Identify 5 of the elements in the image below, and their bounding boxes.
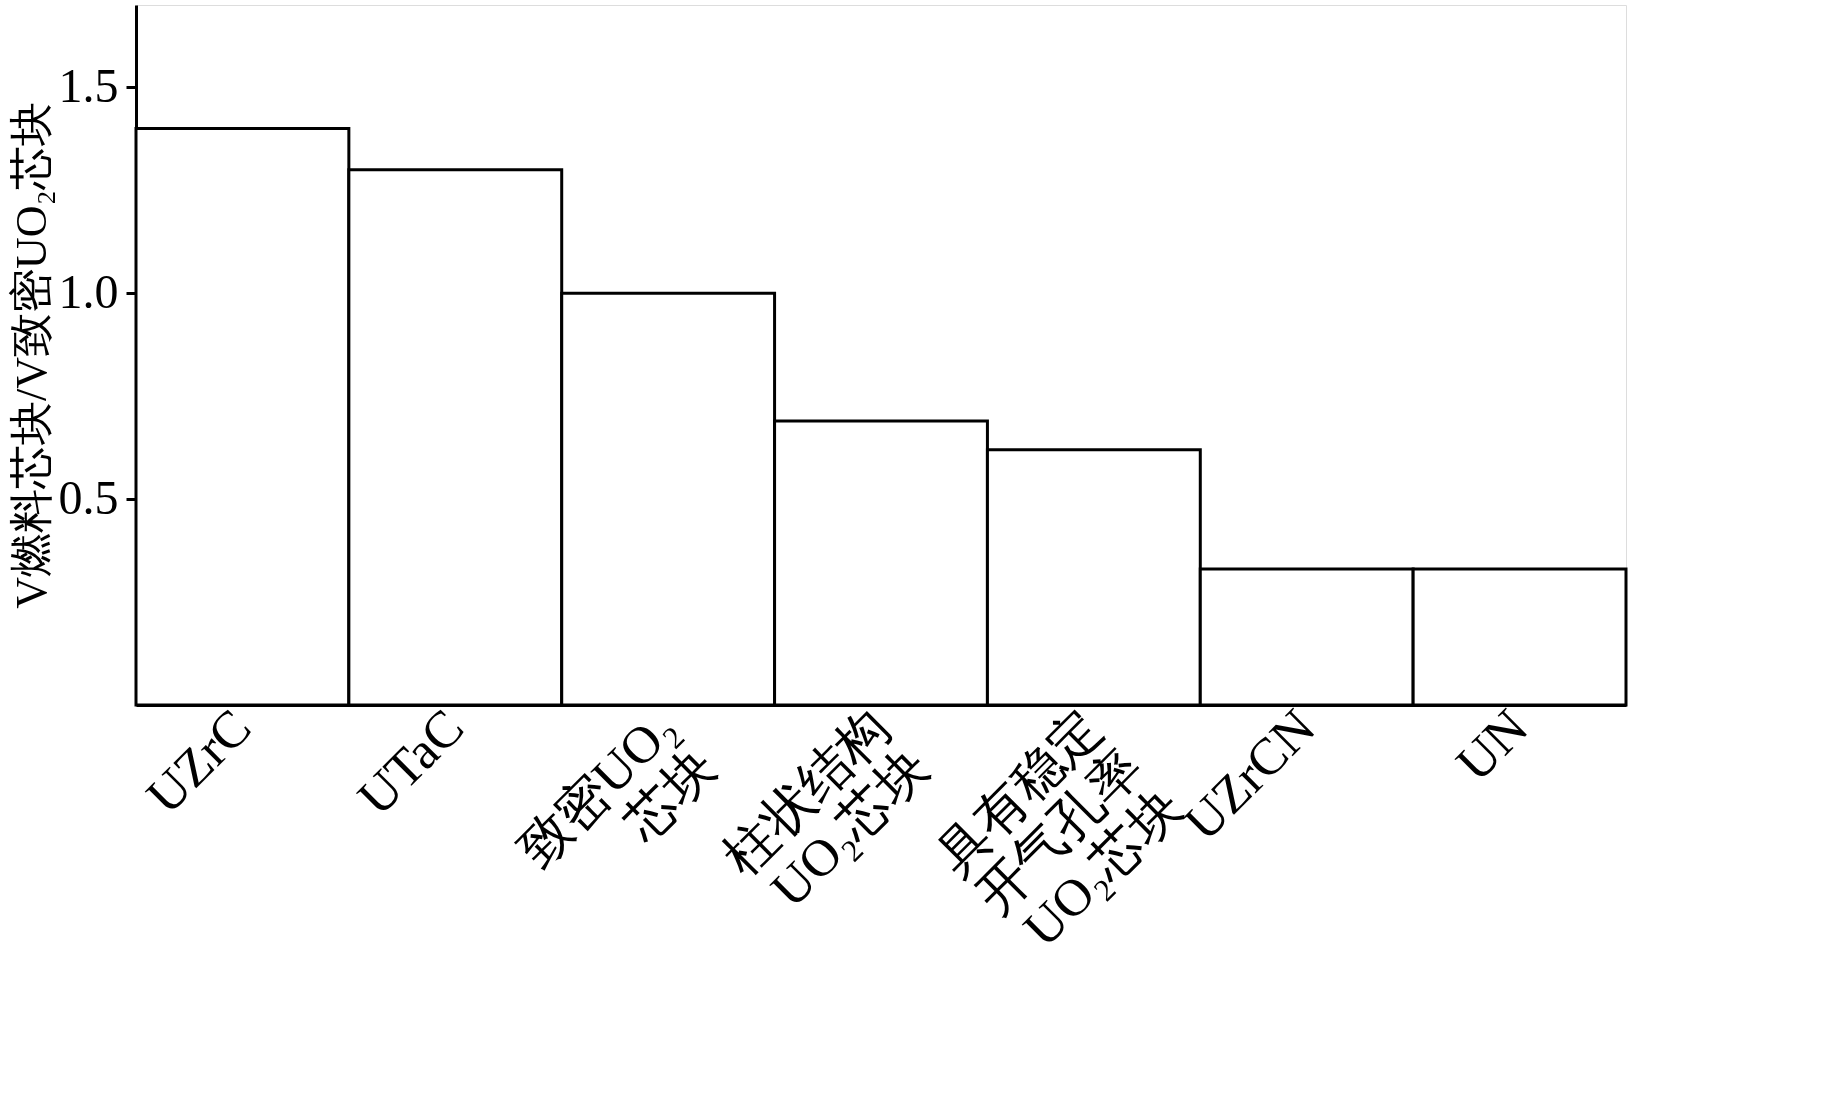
- y-tick-label: 0.5: [58, 470, 119, 524]
- y-tick-label: 1.0: [58, 264, 119, 318]
- y-tick-label: 1.5: [58, 58, 119, 112]
- y-axis-title: V燃料芯块/V致密UO₂芯块: [6, 102, 56, 609]
- x-tick-label: UN: [1445, 698, 1539, 792]
